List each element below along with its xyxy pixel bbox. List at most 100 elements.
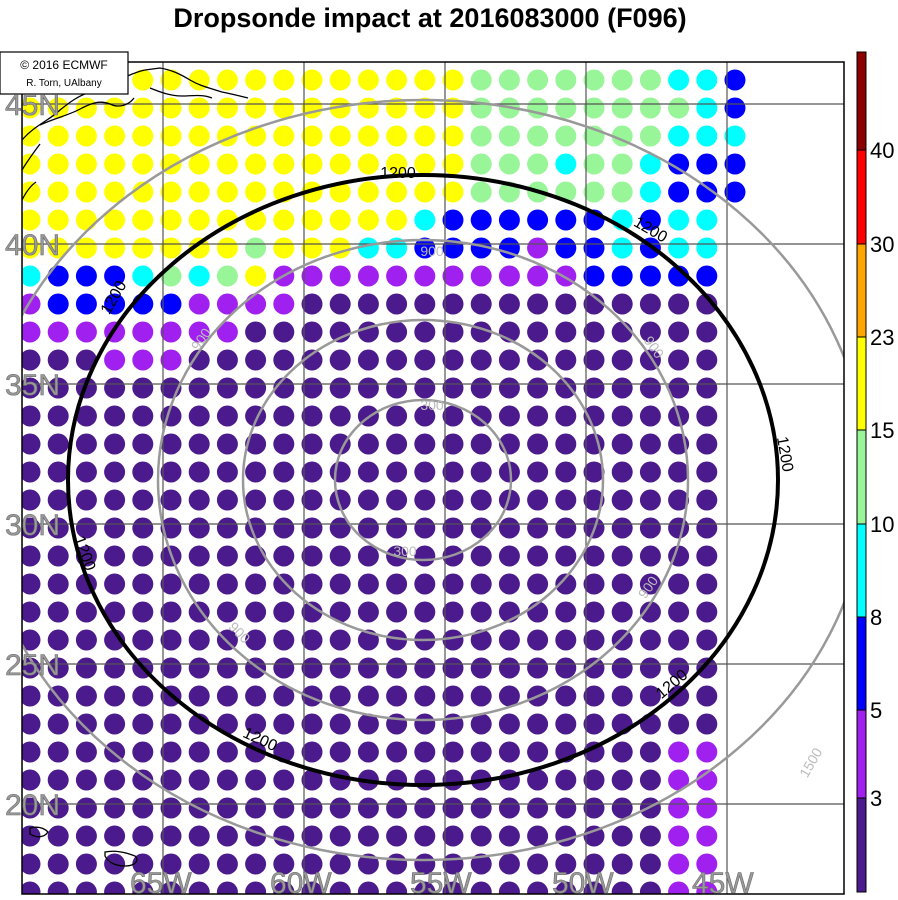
impact-dot (216, 97, 238, 119)
impact-dot (555, 657, 577, 679)
impact-dot (583, 321, 605, 343)
colorbar-tick-label: 3 (870, 786, 882, 811)
impact-dot (47, 321, 69, 343)
impact-dot (132, 181, 154, 203)
impact-dot (414, 825, 436, 847)
impact-dot (583, 461, 605, 483)
impact-dot (527, 69, 549, 91)
impact-dot (498, 349, 520, 371)
impact-dot (47, 657, 69, 679)
impact-dot (160, 349, 182, 371)
impact-dot (639, 461, 661, 483)
impact-dot (442, 685, 464, 707)
impact-dot (301, 321, 323, 343)
impact-dot (188, 769, 210, 791)
impact-dot (47, 769, 69, 791)
impact-dot (527, 153, 549, 175)
impact-dot (583, 405, 605, 427)
impact-dot (555, 685, 577, 707)
impact-dot (386, 489, 408, 511)
impact-dot (442, 153, 464, 175)
impact-dot (273, 573, 295, 595)
impact-dot (132, 741, 154, 763)
impact-dot (22, 797, 41, 819)
impact-dot (386, 601, 408, 623)
impact-dot (442, 125, 464, 147)
impact-dot (668, 797, 690, 819)
impact-dot (470, 125, 492, 147)
impact-dot (132, 321, 154, 343)
impact-dot (668, 769, 690, 791)
impact-dot (329, 629, 351, 651)
impact-dot (611, 265, 633, 287)
impact-dot (188, 237, 210, 259)
impact-dot (160, 489, 182, 511)
impact-dot (470, 433, 492, 455)
impact-dot (301, 573, 323, 595)
colorbar-swatch (857, 798, 866, 892)
impact-dot (639, 97, 661, 119)
impact-dot (442, 461, 464, 483)
impact-dot (273, 69, 295, 91)
impact-dot (555, 125, 577, 147)
impact-dot (47, 881, 69, 894)
impact-dot (527, 629, 549, 651)
impact-dot (555, 237, 577, 259)
impact-dot (386, 181, 408, 203)
impact-dot (696, 573, 718, 595)
impact-dot (75, 97, 97, 119)
impact-dot (188, 489, 210, 511)
impact-dot (273, 97, 295, 119)
impact-dot (583, 377, 605, 399)
impact-dot (555, 853, 577, 875)
impact-dot (555, 881, 577, 894)
impact-dot (442, 741, 464, 763)
contour-1500 (22, 98, 844, 862)
impact-dot (442, 881, 464, 894)
impact-dot (639, 209, 661, 231)
impact-dot (386, 69, 408, 91)
impact-dot (132, 629, 154, 651)
impact-dot (611, 349, 633, 371)
impact-dot (245, 97, 267, 119)
impact-dot (188, 321, 210, 343)
impact-dot (216, 461, 238, 483)
impact-dot (47, 517, 69, 539)
impact-dot (639, 405, 661, 427)
impact-dot (329, 69, 351, 91)
impact-dot (696, 405, 718, 427)
impact-dot (639, 125, 661, 147)
impact-dot (611, 657, 633, 679)
impact-dot (386, 769, 408, 791)
impact-dot (75, 125, 97, 147)
impact-dot (104, 433, 126, 455)
impact-dot (386, 209, 408, 231)
impact-dot (696, 825, 718, 847)
impact-dot (75, 825, 97, 847)
impact-dot (47, 293, 69, 315)
impact-dot (583, 769, 605, 791)
impact-dot (555, 713, 577, 735)
impact-dot (470, 853, 492, 875)
impact-dot (696, 321, 718, 343)
impact-dot (188, 881, 210, 894)
impact-dot (22, 125, 41, 147)
impact-dot (611, 489, 633, 511)
lon-label-60w: 60W (270, 867, 332, 900)
impact-dot (386, 349, 408, 371)
impact-dot (357, 153, 379, 175)
impact-dot (639, 629, 661, 651)
impact-dot (245, 321, 267, 343)
impact-dot (75, 601, 97, 623)
impact-dot (22, 629, 41, 651)
colorbar-tick-label: 30 (870, 232, 894, 257)
impact-dot (696, 125, 718, 147)
lat-label-40n: 40N (5, 229, 60, 262)
colorbar-swatch (857, 337, 866, 430)
impact-dot (329, 461, 351, 483)
impact-dot (22, 853, 41, 875)
colorbar-swatch (857, 52, 866, 150)
impact-dot (104, 461, 126, 483)
impact-dot (245, 545, 267, 567)
impact-dot (639, 153, 661, 175)
